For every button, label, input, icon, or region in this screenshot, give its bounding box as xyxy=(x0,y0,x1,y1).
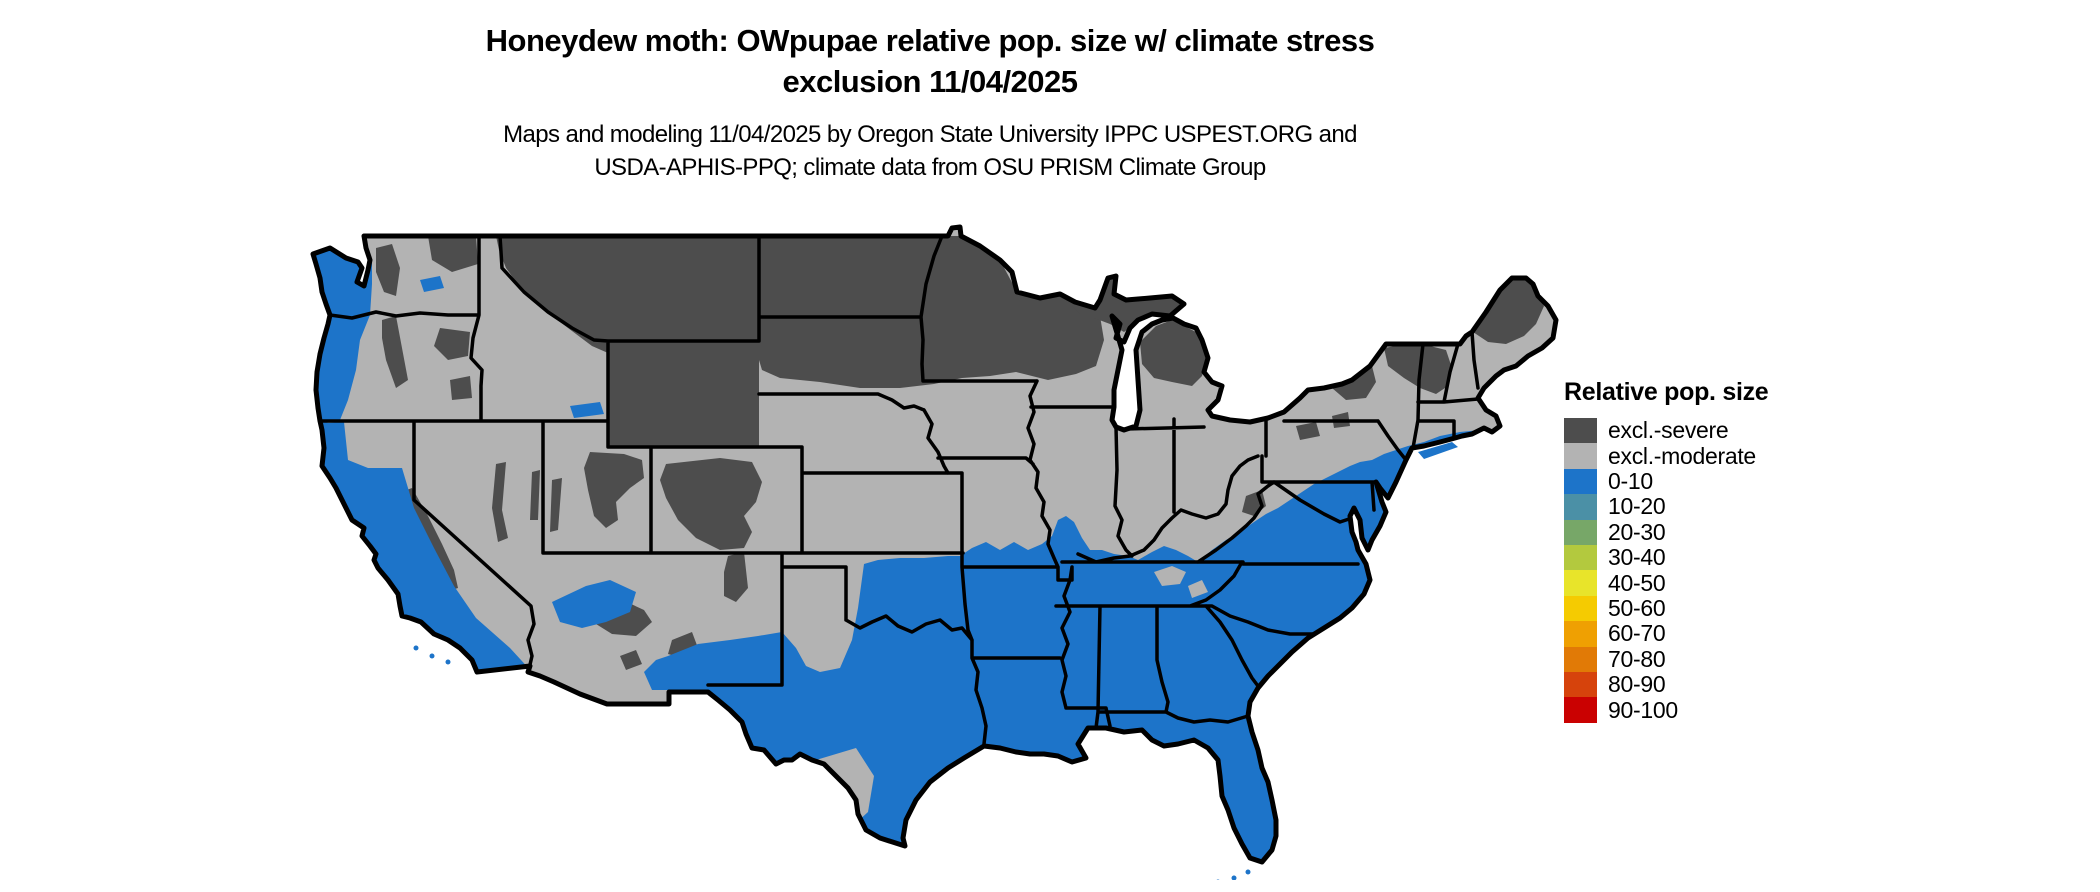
legend-label: 40-50 xyxy=(1608,569,1666,596)
us-outline xyxy=(310,224,1559,865)
legend-label: 90-100 xyxy=(1608,696,1678,723)
legend-label: 80-90 xyxy=(1608,671,1666,698)
legend-swatch xyxy=(1564,418,1597,444)
figure-title: Honeydew moth: OWpupae relative pop. siz… xyxy=(290,20,1570,102)
subtitle-line-2: USDA-APHIS-PPQ; climate data from OSU PR… xyxy=(594,154,1266,181)
legend-label: 50-60 xyxy=(1608,594,1666,621)
long-island xyxy=(1418,442,1458,459)
legend-item: 70-80 xyxy=(1564,645,1924,672)
map-region-pop-0-10-arizona-band xyxy=(552,580,636,628)
legend-label: excl.-moderate xyxy=(1608,442,1756,469)
legend-label: 20-30 xyxy=(1608,518,1666,545)
map-region-excl-severe-west-mountains xyxy=(334,236,762,592)
title-line-1: Honeydew moth: OWpupae relative pop. siz… xyxy=(485,23,1375,58)
legend-swatch xyxy=(1564,443,1597,469)
legend-swatch xyxy=(1564,468,1597,495)
florida-keys-island xyxy=(1215,879,1221,885)
legend-label: excl.-severe xyxy=(1608,417,1729,444)
map-region-excl-severe-southwest xyxy=(592,552,776,730)
channel-island xyxy=(445,659,451,665)
florida-keys-island xyxy=(1245,869,1251,875)
legend-title: Relative pop. size xyxy=(1564,378,1769,406)
map-region-excl-severe-northeast xyxy=(1242,276,1544,516)
legend: Relative pop. size excl.-severe excl.-mod… xyxy=(1564,378,1924,723)
legend-item: 40-50 xyxy=(1564,569,1924,596)
legend-item: 10-20 xyxy=(1564,493,1924,520)
legend-item: 50-60 xyxy=(1564,594,1924,622)
legend-label: 10-20 xyxy=(1608,493,1666,520)
map-region-excl-moderate-east-tennessee xyxy=(1154,566,1208,598)
legend-label: 70-80 xyxy=(1608,645,1666,672)
us-map-svg xyxy=(310,224,1559,887)
legend-swatch xyxy=(1564,544,1597,571)
legend-swatch xyxy=(1564,646,1597,672)
channel-island xyxy=(429,653,435,659)
title-line-2: exclusion 11/04/2025 xyxy=(782,64,1078,99)
map-region-excl-severe-north xyxy=(496,236,1104,447)
legend-item: 0-10 xyxy=(1564,467,1924,495)
florida-keys-island xyxy=(1231,875,1237,881)
legend-item: 30-40 xyxy=(1564,544,1924,571)
legend-swatch xyxy=(1564,494,1597,520)
legend-items: excl.-severe excl.-moderate 0-10 10-20 20-30… xyxy=(1564,417,1924,723)
legend-swatch xyxy=(1564,621,1597,647)
legend-label: 30-40 xyxy=(1608,544,1666,571)
legend-item: 90-100 xyxy=(1564,696,1924,723)
legend-label: 60-70 xyxy=(1608,620,1666,647)
legend-item: excl.-severe xyxy=(1564,417,1924,444)
legend-swatch xyxy=(1564,570,1597,596)
legend-item: 20-30 xyxy=(1564,518,1924,545)
legend-label: 0-10 xyxy=(1608,467,1653,494)
legend-item: 60-70 xyxy=(1564,620,1924,647)
legend-item: 80-90 xyxy=(1564,671,1924,698)
us-choropleth-map xyxy=(300,220,1560,887)
legend-swatch xyxy=(1564,519,1597,545)
figure-subtitle: Maps and modeling 11/04/2025 by Oregon S… xyxy=(290,118,1570,184)
channel-island xyxy=(413,645,419,651)
legend-swatch xyxy=(1564,671,1597,698)
legend-swatch xyxy=(1564,697,1597,723)
state-borders xyxy=(319,234,1480,746)
subtitle-line-1: Maps and modeling 11/04/2025 by Oregon S… xyxy=(503,121,1357,148)
legend-swatch xyxy=(1564,595,1597,622)
map-region-excl-severe-michigan xyxy=(1072,276,1206,386)
legend-item: excl.-moderate xyxy=(1564,442,1924,469)
